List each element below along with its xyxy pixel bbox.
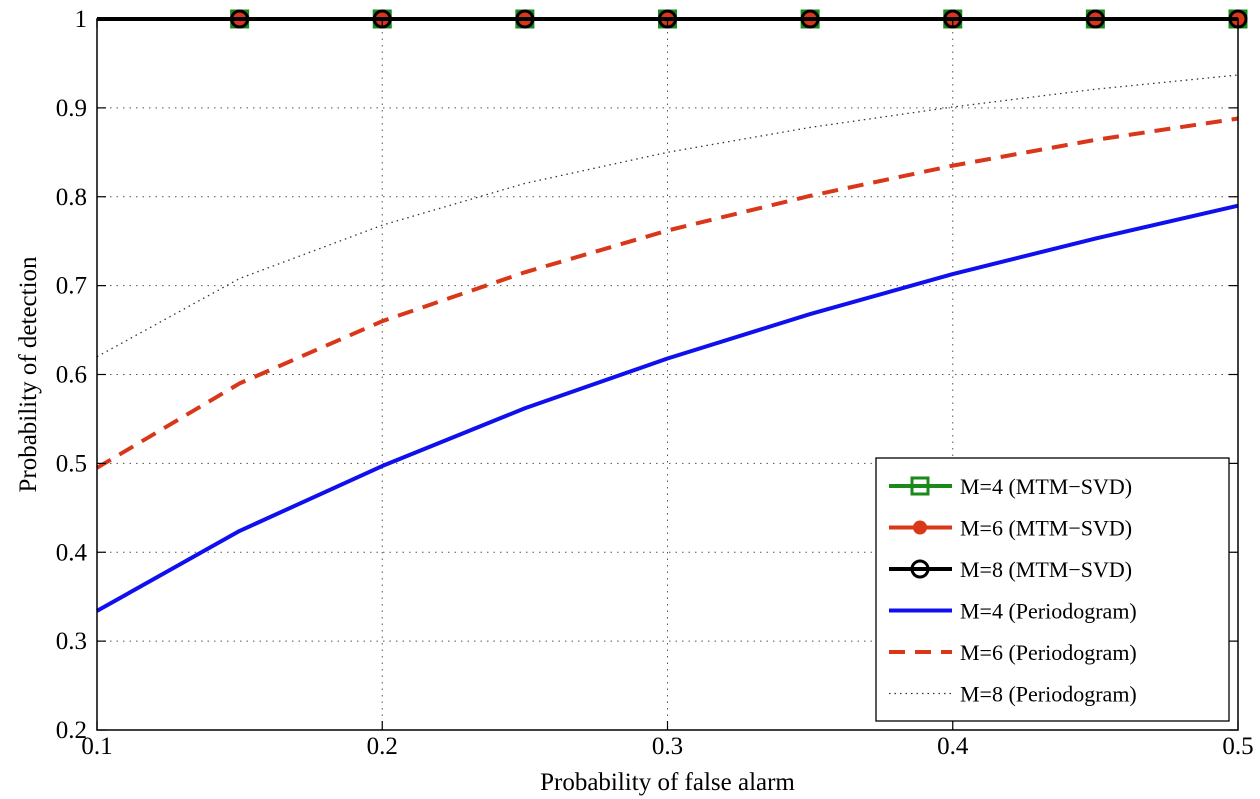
y-axis-label: Probability of detection bbox=[15, 256, 42, 493]
legend-marker bbox=[913, 520, 927, 535]
legend-entry: M=6 (MTM−SVD) bbox=[889, 516, 1132, 541]
y-tick-label: 0.6 bbox=[56, 362, 87, 389]
y-tick-label: 0.2 bbox=[56, 717, 87, 744]
legend-box bbox=[875, 457, 1230, 722]
legend-entry: M=8 (MTM−SVD) bbox=[889, 557, 1132, 582]
x-tick-label: 0.4 bbox=[937, 733, 969, 760]
y-tick-label: 0.3 bbox=[56, 628, 87, 655]
legend-label: M=4 (Periodogram) bbox=[960, 599, 1137, 624]
legend-entry: M=6 (Periodogram) bbox=[889, 640, 1137, 665]
x-tick-label: 0.5 bbox=[1222, 733, 1253, 760]
x-axis-label: Probability of false alarm bbox=[540, 769, 795, 796]
y-tick-label: 0.5 bbox=[56, 450, 87, 477]
series-line bbox=[95, 116, 1239, 470]
y-tick-label: 0.7 bbox=[56, 273, 87, 300]
legend-label: M=4 (MTM−SVD) bbox=[960, 474, 1132, 499]
legend-label: M=8 (Periodogram) bbox=[960, 682, 1137, 707]
series-5 bbox=[95, 116, 1239, 470]
legend-label: M=6 (Periodogram) bbox=[960, 640, 1137, 665]
legend-entry: M=4 (MTM−SVD) bbox=[889, 474, 1132, 499]
legend-marker bbox=[910, 559, 930, 579]
y-tick-label: 0.4 bbox=[56, 539, 88, 566]
y-tick-label: 1 bbox=[75, 6, 88, 33]
legend-entry: M=8 (Periodogram) bbox=[889, 682, 1137, 707]
y-tick-label: 0.9 bbox=[56, 95, 87, 122]
series-4 bbox=[96, 203, 1239, 613]
y-tick-label: 0.8 bbox=[56, 184, 87, 211]
legend-label: M=8 (MTM−SVD) bbox=[960, 557, 1132, 582]
legend: M=4 (MTM−SVD) M=6 (MTM−SVD) M=8 (MTM−SVD) M… bbox=[875, 457, 1230, 722]
x-tick-label: 0.3 bbox=[652, 733, 683, 760]
series-line bbox=[96, 203, 1239, 613]
legend-marker bbox=[910, 476, 930, 496]
x-tick-label: 0.1 bbox=[81, 733, 112, 760]
legend-entry: M=4 (Periodogram) bbox=[889, 599, 1137, 624]
legend-label: M=6 (MTM−SVD) bbox=[960, 516, 1132, 541]
axis-ticks: 0.1 0.2 0.3 0.4 0.50.20.30.40.50.60.70.80.91 bbox=[56, 6, 1254, 760]
x-tick-label: 0.2 bbox=[367, 733, 398, 760]
